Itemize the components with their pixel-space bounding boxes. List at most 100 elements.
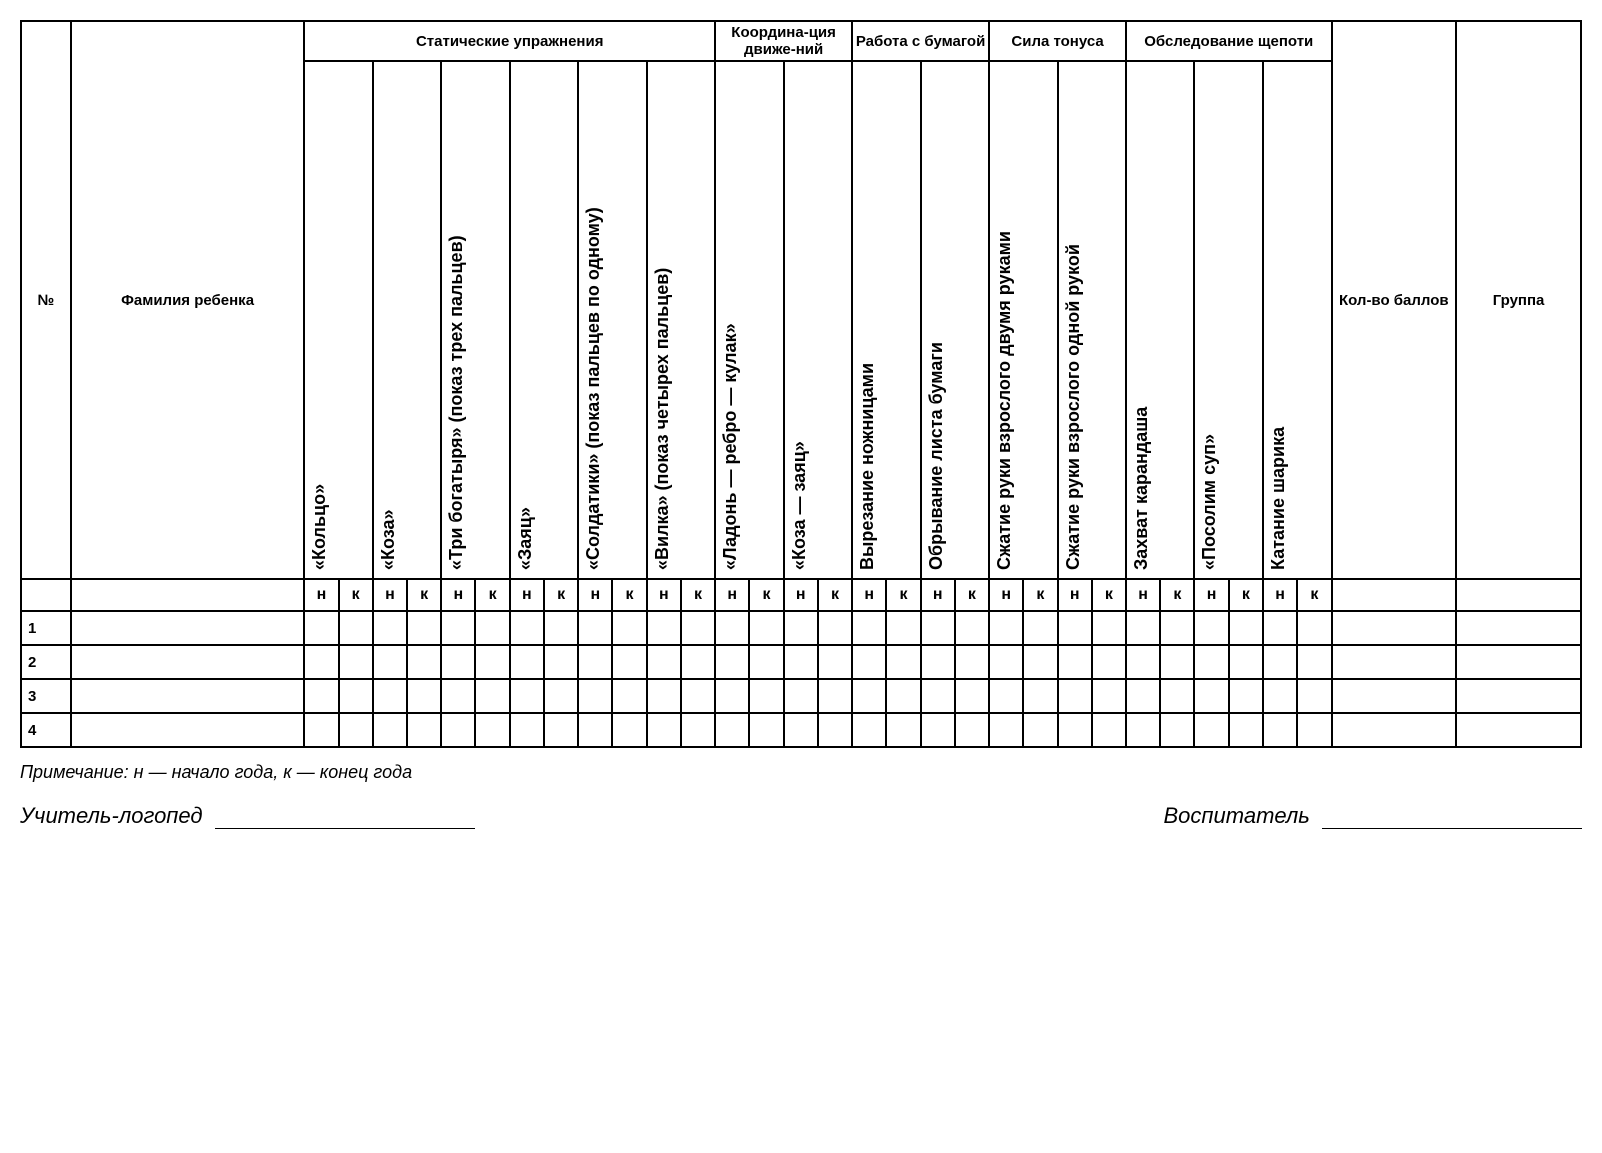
data-cell[interactable] [339,713,373,747]
data-cell[interactable] [1297,713,1331,747]
data-cell[interactable] [749,645,783,679]
data-cell[interactable] [681,713,715,747]
data-cell[interactable] [921,713,955,747]
data-cell[interactable] [1023,645,1057,679]
data-cell[interactable] [989,611,1023,645]
data-cell[interactable] [339,679,373,713]
data-cell[interactable] [681,611,715,645]
data-cell[interactable] [441,713,475,747]
data-cell[interactable] [749,611,783,645]
data-cell[interactable] [373,713,407,747]
data-cell[interactable] [373,611,407,645]
data-cell[interactable] [304,679,338,713]
data-cell[interactable] [1194,713,1228,747]
data-cell[interactable] [749,679,783,713]
data-cell[interactable] [886,679,920,713]
data-cell[interactable] [510,611,544,645]
data-cell[interactable] [1332,645,1457,679]
data-cell[interactable] [407,713,441,747]
data-cell[interactable] [955,645,989,679]
data-cell[interactable] [1058,679,1092,713]
data-cell[interactable] [1263,645,1297,679]
data-cell[interactable] [544,645,578,679]
data-cell[interactable] [1263,713,1297,747]
data-cell[interactable] [578,645,612,679]
data-cell[interactable] [304,645,338,679]
data-cell[interactable] [544,713,578,747]
data-cell[interactable] [1297,611,1331,645]
data-cell[interactable] [1023,713,1057,747]
data-cell[interactable] [1194,611,1228,645]
data-cell[interactable] [1092,713,1126,747]
data-cell[interactable] [921,679,955,713]
data-cell[interactable] [886,645,920,679]
data-cell[interactable] [1058,611,1092,645]
data-cell[interactable] [749,713,783,747]
data-cell[interactable] [886,713,920,747]
data-cell[interactable] [715,611,749,645]
data-cell[interactable] [612,713,646,747]
data-cell[interactable] [784,713,818,747]
data-cell[interactable] [373,645,407,679]
data-cell[interactable] [1297,679,1331,713]
data-cell[interactable] [1456,611,1581,645]
data-cell[interactable] [1058,713,1092,747]
data-cell[interactable] [1263,611,1297,645]
data-cell[interactable] [1126,713,1160,747]
data-cell[interactable] [1297,645,1331,679]
data-cell[interactable] [784,611,818,645]
data-cell[interactable] [955,611,989,645]
data-cell[interactable] [71,713,305,747]
data-cell[interactable] [784,679,818,713]
data-cell[interactable] [407,645,441,679]
data-cell[interactable] [1092,611,1126,645]
data-cell[interactable] [1160,679,1194,713]
data-cell[interactable] [1456,645,1581,679]
data-cell[interactable] [818,611,852,645]
data-cell[interactable] [1126,645,1160,679]
data-cell[interactable] [304,611,338,645]
data-cell[interactable] [1332,713,1457,747]
data-cell[interactable] [647,611,681,645]
data-cell[interactable] [544,611,578,645]
data-cell[interactable] [544,679,578,713]
data-cell[interactable] [1332,611,1457,645]
data-cell[interactable] [1092,645,1126,679]
data-cell[interactable] [818,679,852,713]
data-cell[interactable] [1194,645,1228,679]
data-cell[interactable] [407,611,441,645]
data-cell[interactable] [818,713,852,747]
data-cell[interactable] [1023,679,1057,713]
data-cell[interactable] [578,611,612,645]
data-cell[interactable] [715,679,749,713]
data-cell[interactable] [71,611,305,645]
data-cell[interactable] [612,679,646,713]
data-cell[interactable] [1126,679,1160,713]
data-cell[interactable] [784,645,818,679]
data-cell[interactable] [475,645,509,679]
data-cell[interactable] [647,713,681,747]
data-cell[interactable] [475,611,509,645]
data-cell[interactable] [475,679,509,713]
data-cell[interactable] [1263,679,1297,713]
data-cell[interactable] [1229,679,1263,713]
data-cell[interactable] [1126,611,1160,645]
data-cell[interactable] [339,645,373,679]
data-cell[interactable] [1229,611,1263,645]
data-cell[interactable] [647,679,681,713]
data-cell[interactable] [71,645,305,679]
data-cell[interactable] [852,713,886,747]
data-cell[interactable] [407,679,441,713]
data-cell[interactable] [989,679,1023,713]
data-cell[interactable] [955,679,989,713]
data-cell[interactable] [852,679,886,713]
data-cell[interactable] [578,679,612,713]
data-cell[interactable] [1229,645,1263,679]
data-cell[interactable] [1160,713,1194,747]
data-cell[interactable] [647,645,681,679]
data-cell[interactable] [681,679,715,713]
data-cell[interactable] [818,645,852,679]
data-cell[interactable] [1058,645,1092,679]
data-cell[interactable] [1160,645,1194,679]
data-cell[interactable] [715,645,749,679]
